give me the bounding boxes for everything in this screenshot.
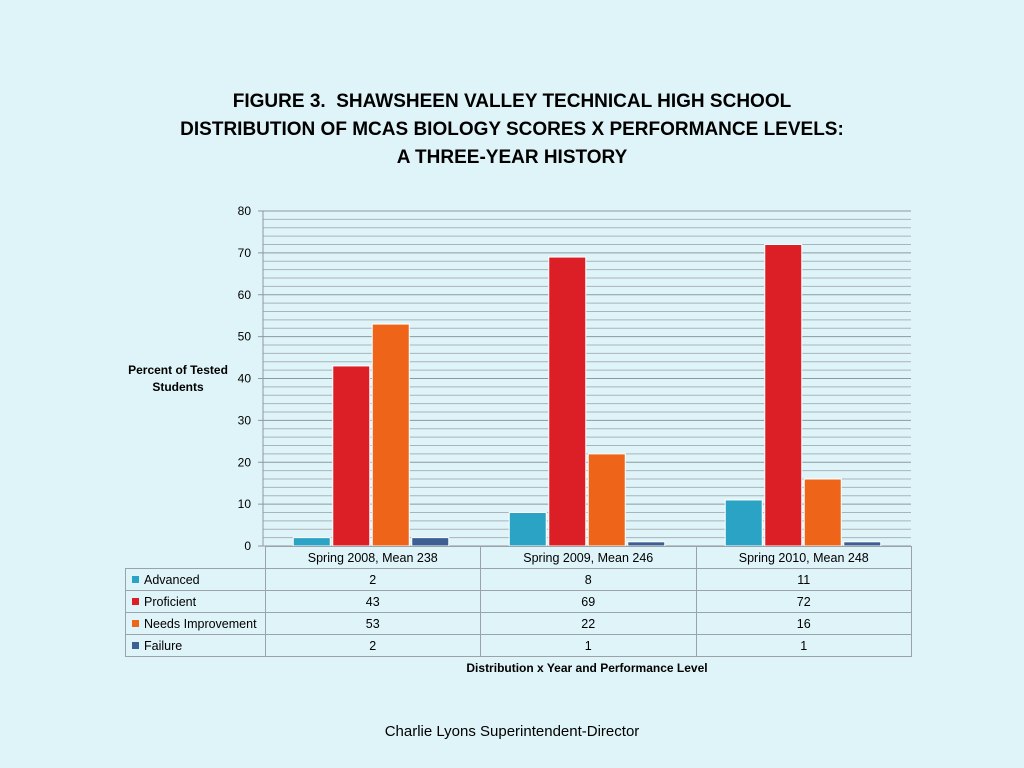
- bars: [292, 244, 882, 547]
- table-cell-value: 53: [264, 612, 481, 635]
- legend-entry: Failure: [125, 634, 266, 657]
- y-tick-label: 0: [244, 539, 251, 553]
- gridlines: [258, 210, 911, 547]
- title-line-1: FIGURE 3. SHAWSHEEN VALLEY TECHNICAL HIG…: [232, 91, 792, 112]
- table-cell-value: 1: [480, 634, 697, 657]
- y-tick-labels: 0 10 20 30 40 50 60 70 80: [238, 204, 252, 553]
- data-table: Spring 2008, Mean 238 Spring 2009, Mean 2…: [125, 546, 912, 657]
- bar-needs-improvement: [803, 478, 842, 547]
- table-cell-value: 11: [695, 568, 912, 591]
- legend-label: Failure: [144, 638, 183, 653]
- y-axis-label: Percent of Tested Students: [128, 363, 228, 394]
- legend-label: Needs Improvement: [144, 616, 257, 631]
- legend-swatch: [132, 641, 139, 649]
- x-tick-label: Spring 2010, Mean 248: [695, 546, 912, 569]
- y-tick-label: 40: [238, 372, 252, 386]
- y-tick-label: 20: [238, 455, 252, 469]
- bar-needs-improvement: [371, 323, 410, 547]
- table-header-row: Spring 2008, Mean 238 Spring 2009, Mean 2…: [125, 546, 912, 569]
- bar-failure: [411, 537, 450, 547]
- chart-title: FIGURE 3. SHAWSHEEN VALLEY TECHNICAL HIG…: [0, 88, 1024, 172]
- y-tick-label: 30: [238, 413, 252, 427]
- x-tick-label: Spring 2008, Mean 238: [264, 546, 481, 569]
- table-cell-value: 16: [695, 612, 912, 635]
- table-corner: [125, 546, 266, 569]
- legend-entry: Proficient: [125, 590, 266, 613]
- y-tick-label: 70: [238, 246, 252, 260]
- table-cell-value: 72: [695, 590, 912, 613]
- table-cell-value: 69: [480, 590, 697, 613]
- y-tick-label: 80: [238, 204, 252, 218]
- table-row: Advanced 2 8 11: [125, 568, 912, 591]
- bar-advanced: [508, 512, 547, 547]
- bar-proficient: [548, 256, 587, 547]
- table-cell-value: 2: [264, 634, 481, 657]
- table-cell-value: 2: [264, 568, 481, 591]
- y-tick-label: 10: [238, 497, 252, 511]
- x-axis-label: Distribution x Year and Performance Leve…: [466, 661, 708, 675]
- table-cell-value: 43: [264, 590, 481, 613]
- legend-entry: Needs Improvement: [125, 612, 266, 635]
- legend-label: Advanced: [144, 572, 200, 587]
- x-tick-label: Spring 2009, Mean 246: [480, 546, 697, 569]
- title-line-3: A THREE-YEAR HISTORY: [396, 147, 628, 168]
- bar-needs-improvement: [587, 453, 626, 547]
- table-row: Failure 2 1 1: [125, 634, 912, 657]
- table-cell-value: 8: [480, 568, 697, 591]
- bar-proficient: [764, 244, 803, 547]
- table-cell-value: 22: [480, 612, 697, 635]
- legend-swatch: [132, 619, 139, 627]
- footer-text: Charlie Lyons Superintendent-Director: [384, 723, 640, 740]
- legend-label: Proficient: [144, 594, 197, 609]
- title-line-2: DISTRIBUTION OF MCAS BIOLOGY SCORES X PE…: [180, 119, 844, 140]
- bar-advanced: [724, 499, 763, 547]
- table-row: Proficient 43 69 72: [125, 590, 912, 613]
- legend-entry: Advanced: [125, 568, 266, 591]
- y-tick-label: 50: [238, 330, 252, 344]
- legend-swatch: [132, 575, 139, 583]
- table-row: Needs Improvement 53 22 16: [125, 612, 912, 635]
- bar-advanced: [292, 537, 331, 547]
- legend-swatch: [132, 597, 139, 605]
- bar-proficient: [332, 365, 371, 547]
- y-tick-label: 60: [238, 288, 252, 302]
- table-cell-value: 1: [695, 634, 912, 657]
